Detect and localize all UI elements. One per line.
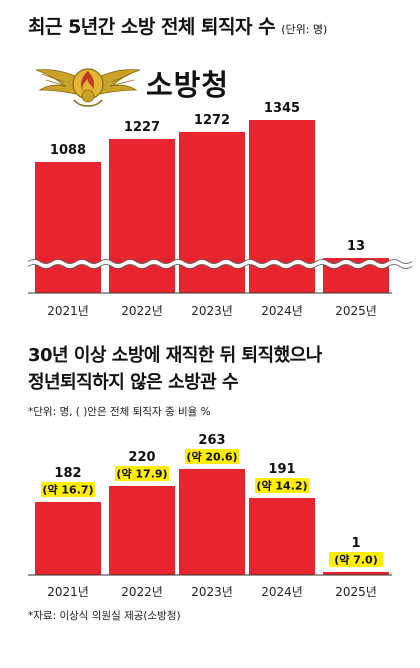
chart2-bar (109, 486, 175, 575)
chart2-value-label: 182 (54, 466, 81, 481)
chart2-ratio-label: (약 17.9) (116, 467, 167, 481)
chart1-value-label: 13 (347, 239, 365, 254)
chart2-bar (323, 572, 389, 575)
chart2-x-tick-label: 2021년 (47, 585, 89, 599)
section2-title: 30년 이상 소방에 재직한 뒤 퇴직했으나 정년퇴직하지 않은 소방관 수 (28, 342, 322, 396)
chart2-ratio-label: (약 14.2) (256, 479, 307, 493)
axis-break-icon (26, 259, 414, 269)
chart1-value-label: 1272 (194, 113, 230, 128)
chart2-bar (179, 469, 245, 575)
chart2-value-label: 220 (128, 450, 155, 465)
fire-department-emblem-icon (34, 54, 142, 112)
chart1-value-label: 1227 (124, 120, 160, 135)
chart2-ratio-badge (41, 482, 95, 497)
chart2-ratio-label: (약 20.6) (186, 450, 237, 464)
section2-note: *단위: 명, ( )안은 전체 퇴직자 중 비율 % (28, 406, 211, 418)
chart1-bar (109, 139, 175, 293)
chart2-x-tick-label: 2025년 (335, 585, 377, 599)
chart1-value-label: 1345 (264, 101, 300, 116)
chart2-ratio-badge (115, 466, 169, 481)
axis-break-line-top (27, 259, 413, 264)
chart1-group: 1088 2021년 1227 2022년 1272 2023년 1345 2024년 13 20… (26, 101, 414, 318)
chart2-value-label: 263 (198, 433, 225, 448)
chart2-ratio-badge (329, 552, 383, 567)
chart-title-text: 최근 5년간 소방 전체 퇴직자 수 (28, 16, 276, 38)
chart2-x-tick-label: 2023년 (191, 585, 233, 599)
chart1-bar (35, 162, 101, 293)
axis-break-line-bottom (27, 264, 413, 269)
source-note: *자료: 이상식 의원실 제공(소방청) (28, 610, 181, 622)
chart2-value-label: 1 (351, 536, 360, 551)
chart2-ratio-label: (약 16.7) (42, 483, 93, 497)
chart2-x-tick-label: 2022년 (121, 585, 163, 599)
unit-label: (단위: 명) (281, 23, 328, 36)
section2-title-line1: 30년 이상 소방에 재직한 뒤 퇴직했으나 (28, 345, 322, 366)
chart1-x-tick-label: 2023년 (191, 304, 233, 318)
chart1-x-tick-label: 2022년 (121, 304, 163, 318)
chart1-x-tick-label: 2025년 (335, 304, 377, 318)
chart1-x-tick-label: 2024년 (261, 304, 303, 318)
chart2-x-tick-label: 2024년 (261, 585, 303, 599)
chart2-bar (249, 498, 315, 575)
chart1-bar (179, 132, 245, 293)
chart2-ratio-label: (약 7.0) (334, 553, 378, 567)
chart2-ratio-badge (185, 449, 239, 464)
chart2-value-label: 191 (268, 462, 295, 477)
chart1-value-label: 1088 (50, 143, 86, 158)
chart2-bar (35, 502, 101, 575)
section2-title-line2: 정년퇴직하지 않은 소방관 수 (28, 372, 239, 393)
chart2-group: (약 16.7) 182 2021년 (약 17.9) 220 2022년 (약 20.6)… (28, 433, 392, 599)
chart1-x-tick-label: 2021년 (47, 304, 89, 318)
agency-name: 소방청 (146, 68, 230, 102)
chart2-ratio-badge (255, 478, 309, 493)
chart-title: 최근 5년간 소방 전체 퇴직자 수 (단위: 명) (28, 12, 327, 39)
